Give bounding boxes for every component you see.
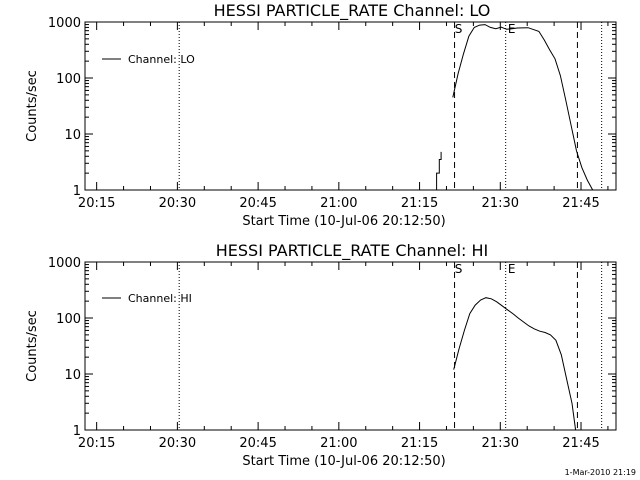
legend: Channel: HI — [102, 292, 192, 305]
legend: Channel: LO — [102, 53, 195, 66]
x-tick-label: 20:15 — [78, 196, 115, 211]
x-tick-label: 21:00 — [320, 196, 357, 211]
x-tick-label: 20:45 — [239, 436, 276, 451]
series-line — [453, 297, 577, 431]
y-tick-label: 1000 — [48, 256, 81, 271]
series-line — [436, 151, 442, 190]
x-tick-label: 20:30 — [159, 436, 196, 451]
x-tick-label: 21:30 — [482, 436, 519, 451]
chart-panel-hi: HESSI PARTICLE_RATE Channel: HI 20:15 20:… — [25, 241, 617, 469]
marker-label: S — [455, 262, 463, 276]
chart-title: HESSI PARTICLE_RATE Channel: HI — [216, 241, 489, 261]
series-group — [436, 24, 594, 191]
x-tick-label: 20:15 — [78, 436, 115, 451]
x-axis-title: Start Time (10-Jul-06 20:12:50) — [242, 214, 445, 229]
marker-label: E — [508, 262, 516, 276]
plot-frame — [84, 261, 617, 431]
x-tick-label: 21:00 — [320, 436, 357, 451]
y-tick-label: 100 — [56, 72, 81, 87]
y-tick-label: 10 — [64, 128, 81, 143]
y-tick-label: 1 — [73, 184, 81, 199]
plot-frame — [84, 21, 617, 191]
legend-label: Channel: HI — [128, 292, 192, 305]
x-tick-label: 20:30 — [159, 196, 196, 211]
x-tick-label: 21:30 — [482, 196, 519, 211]
y-axis-title: Counts/sec — [25, 70, 40, 142]
y-axis-title: Counts/sec — [25, 310, 40, 382]
y-tick-label: 1000 — [48, 16, 81, 31]
chart-title: HESSI PARTICLE_RATE Channel: LO — [214, 1, 491, 21]
y-tick-label: 10 — [64, 368, 81, 383]
timestamp-stamp: 1-Mar-2010 21:19 — [565, 468, 636, 477]
series-group — [453, 297, 577, 431]
x-tick-label: 21:15 — [401, 196, 438, 211]
x-tick-label: 21:15 — [401, 436, 438, 451]
y-tick-label: 1 — [73, 424, 81, 439]
y-tick-label: 100 — [56, 312, 81, 327]
x-tick-label: 21:45 — [562, 196, 599, 211]
series-line — [452, 24, 594, 191]
x-tick-label: 21:45 — [562, 436, 599, 451]
legend-label: Channel: LO — [128, 53, 195, 66]
x-tick-label: 20:45 — [239, 196, 276, 211]
axis-ticks: 20:15 20:30 20:45 21:00 21:15 21:30 21:45 1 10 10… — [48, 256, 616, 451]
axis-ticks: 20:15 20:30 20:45 21:00 21:15 21:30 21:45 1 10 10… — [48, 16, 616, 211]
marker-label: S — [455, 22, 463, 36]
chart-panel-lo: HESSI PARTICLE_RATE Channel: LO 20:15 20:… — [25, 1, 617, 229]
x-axis-title: Start Time (10-Jul-06 20:12:50) — [242, 454, 445, 469]
